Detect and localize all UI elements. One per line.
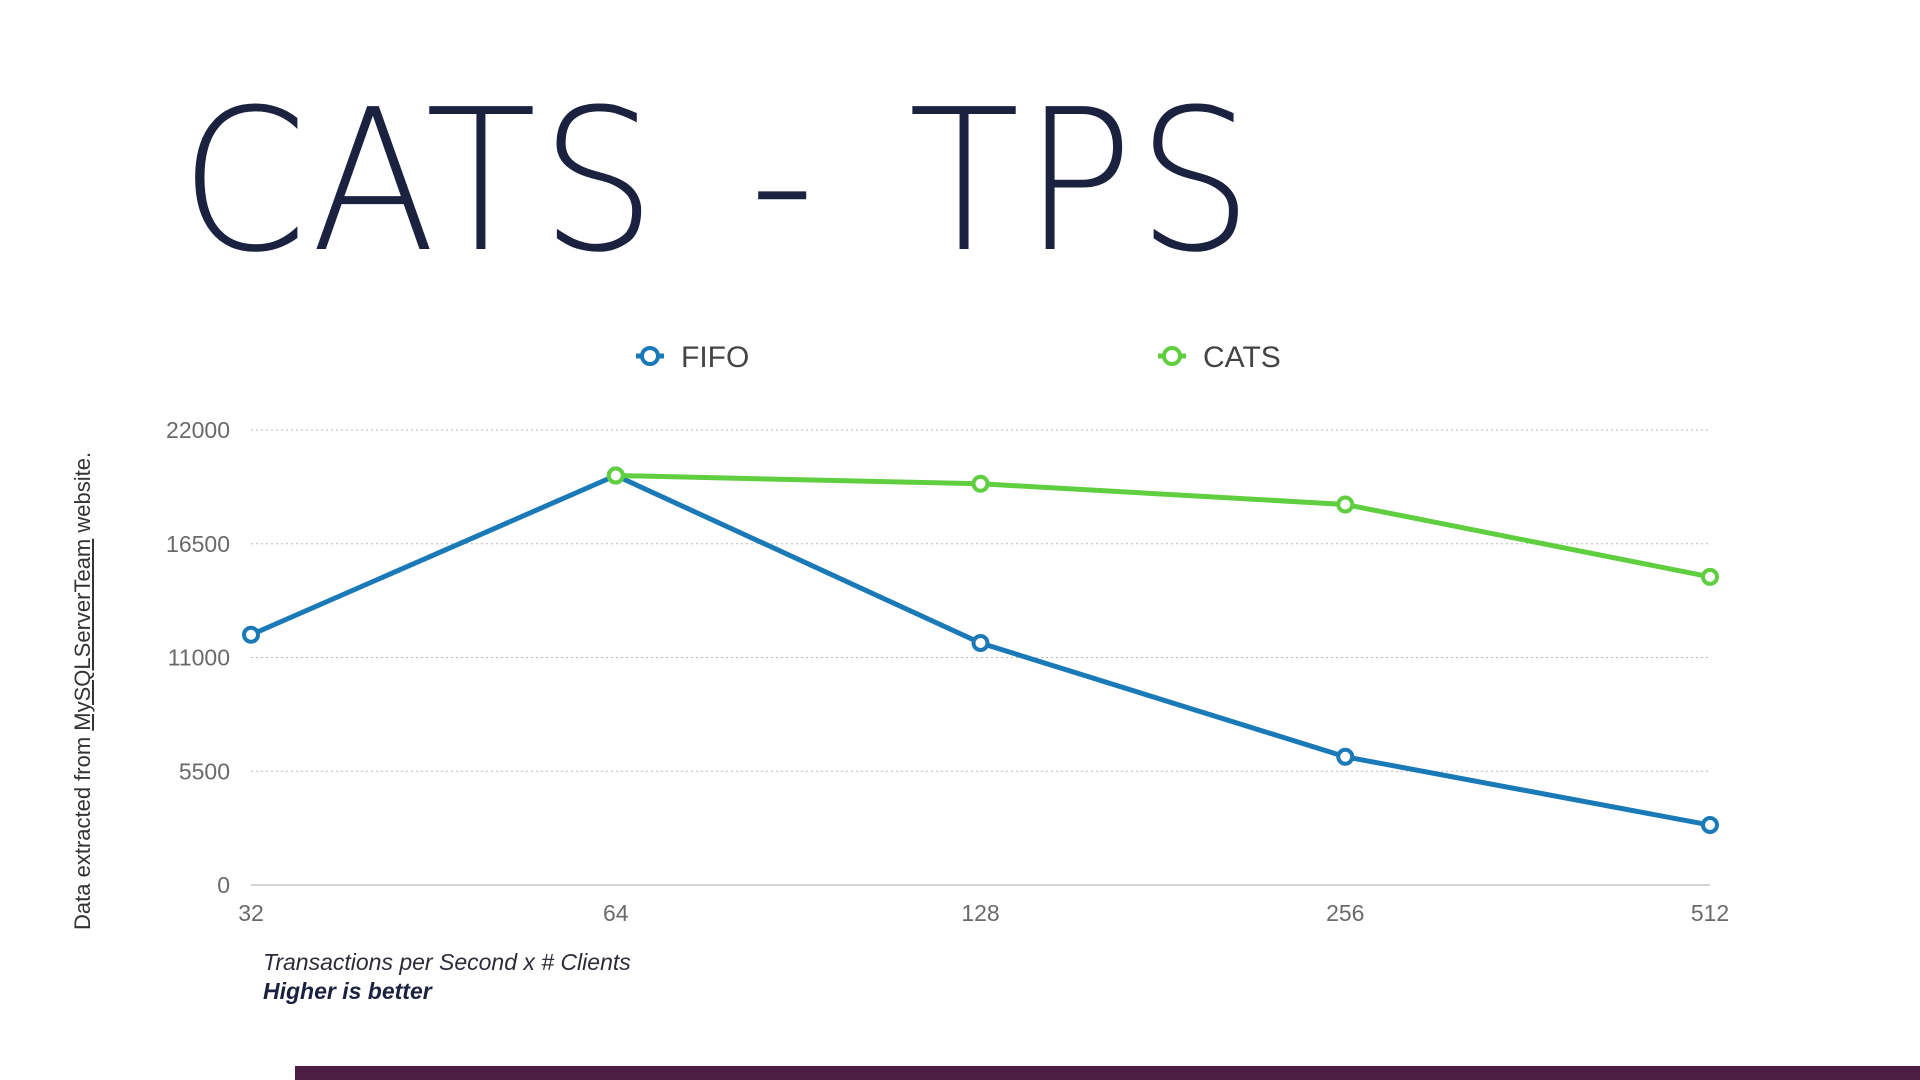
- data-point-fifo: [1336, 747, 1355, 766]
- x-tick-label: 64: [603, 900, 629, 926]
- page-title: CATS - TPS: [180, 68, 1257, 296]
- legend-label: FIFO: [681, 341, 749, 374]
- data-point-cats: [1336, 495, 1355, 514]
- x-tick-label: 512: [1691, 900, 1729, 926]
- data-point-cats: [971, 474, 990, 493]
- y-tick-label: 22000: [166, 417, 230, 443]
- legend-label: CATS: [1203, 341, 1281, 374]
- data-point-fifo: [971, 634, 990, 653]
- legend-swatch-marker: [640, 346, 660, 366]
- x-tick-label: 128: [961, 900, 999, 926]
- y-tick-label: 11000: [168, 645, 230, 671]
- data-point-fifo: [242, 625, 260, 644]
- bottom-accent-bar: [295, 1066, 1920, 1080]
- series-line-cats: [613, 473, 1713, 580]
- x-tick-label: 256: [1326, 900, 1364, 926]
- y-tick-label: 5500: [179, 758, 230, 784]
- y-tick-label: 16500: [166, 531, 230, 557]
- x-tick-label: 32: [238, 900, 264, 926]
- caption-note: Higher is better: [263, 978, 432, 1004]
- data-point-fifo: [1701, 816, 1719, 835]
- data-point-cats: [606, 466, 625, 485]
- data-point-cats: [1701, 567, 1719, 586]
- y-tick-label: 0: [217, 872, 230, 898]
- legend-swatch-marker: [1162, 346, 1182, 366]
- chart-caption: Transactions per Second x # Clients High…: [263, 948, 631, 1006]
- caption-metric: Transactions per Second x # Clients: [263, 949, 631, 975]
